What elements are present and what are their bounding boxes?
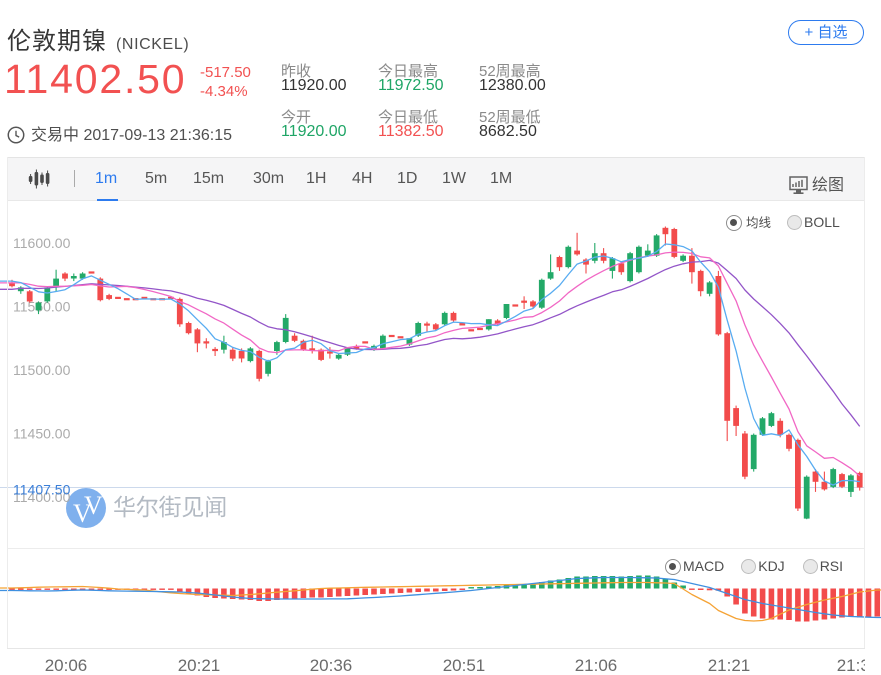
svg-text:11550.00: 11550.00	[13, 299, 71, 315]
svg-text:11450.00: 11450.00	[13, 426, 71, 442]
svg-text:华尔街见闻: 华尔街见闻	[113, 494, 227, 520]
svg-text:11407.50: 11407.50	[13, 482, 71, 498]
svg-text:11500.00: 11500.00	[13, 362, 71, 378]
svg-text:V: V	[73, 499, 92, 528]
svg-text:11600.00: 11600.00	[13, 235, 71, 251]
svg-text:11400.00: 11400.00	[13, 489, 71, 505]
svg-text:V: V	[84, 491, 103, 520]
